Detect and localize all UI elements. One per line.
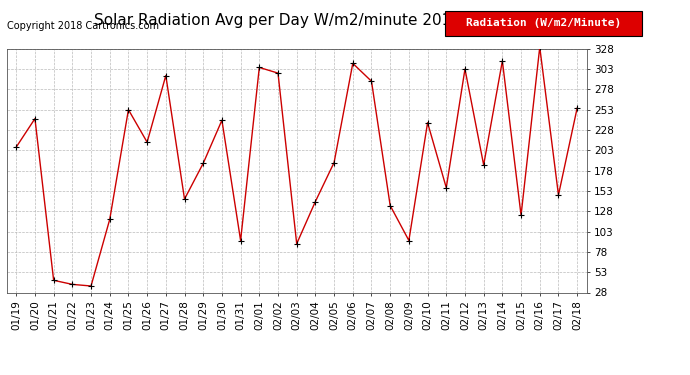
Text: Solar Radiation Avg per Day W/m2/minute 20180218: Solar Radiation Avg per Day W/m2/minute … xyxy=(94,13,500,28)
Text: Copyright 2018 Cartronics.com: Copyright 2018 Cartronics.com xyxy=(7,21,159,31)
Text: Radiation (W/m2/Minute): Radiation (W/m2/Minute) xyxy=(466,18,621,28)
